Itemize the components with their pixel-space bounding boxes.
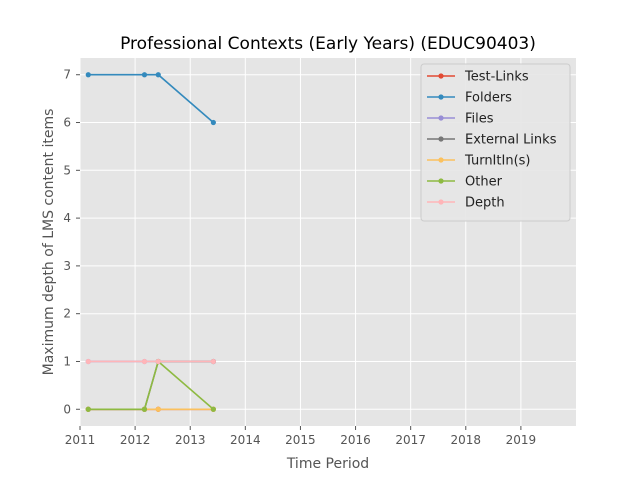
series-lines: [85, 72, 216, 412]
legend-entry: Test-Links: [427, 70, 529, 85]
y-tick-label: 2: [63, 307, 71, 321]
y-tick-label: 6: [63, 116, 71, 130]
data-point: [85, 406, 91, 412]
x-tick-label: 2012: [120, 433, 151, 447]
legend-entry: Files: [427, 112, 494, 127]
legend-swatch-marker: [438, 136, 444, 142]
x-tick-label: 2011: [65, 433, 96, 447]
legend-label: TurnItIn(s): [464, 154, 530, 169]
x-tick-label: 2013: [175, 433, 206, 447]
legend-swatch-marker: [438, 157, 444, 163]
legend-box: [420, 63, 571, 222]
data-point: [85, 72, 91, 78]
x-tick-label: 2014: [230, 433, 261, 447]
x-tick-label: 2019: [506, 433, 537, 447]
legend-entry: Other: [427, 175, 503, 190]
y-tick-label: 5: [63, 163, 71, 177]
legend-entry: Folders: [427, 91, 512, 106]
data-point: [141, 358, 148, 365]
chart-title: Professional Contexts (Early Years) (EDU…: [120, 34, 536, 54]
y-axis-label: Maximum depth of LMS content items: [41, 109, 57, 376]
data-point: [155, 72, 161, 78]
x-tick-label: 2017: [395, 433, 426, 447]
legend: Test-Links Folders Files External Links Turn…: [420, 63, 571, 222]
legend-swatch-marker: [438, 178, 444, 184]
data-point: [210, 119, 216, 126]
x-tick-label: 2018: [451, 433, 482, 447]
axes: 2011 2012 2013 2014 2015 2016 2017 2018 2019 0 1 2 3…: [63, 68, 536, 447]
x-tick-label: 2016: [340, 433, 371, 447]
data-point: [141, 72, 148, 78]
series-depth: [85, 358, 216, 365]
legend-label: Files: [465, 112, 494, 127]
y-tick-label: 1: [63, 354, 71, 368]
legend-label: Test-Links: [464, 70, 529, 85]
legend-swatch-marker: [438, 115, 444, 121]
data-point: [210, 358, 216, 365]
data-point: [210, 406, 216, 412]
data-point: [155, 406, 161, 412]
y-tick-label: 7: [63, 68, 71, 82]
legend-swatch-marker: [438, 199, 444, 205]
y-tick-label: 4: [63, 211, 71, 225]
x-tick-label: 2015: [285, 433, 316, 447]
y-tick-label: 0: [63, 402, 71, 416]
y-tick-label: 3: [63, 259, 71, 273]
series-folders: [85, 72, 216, 126]
legend-entry: TurnItIn(s): [427, 154, 530, 169]
legend-label: Folders: [465, 91, 512, 106]
data-point: [141, 406, 148, 412]
series-line: [88, 73, 214, 124]
x-axis-label: Time Period: [286, 456, 369, 472]
data-point: [155, 358, 161, 365]
series-line: [88, 360, 214, 411]
legend-label: Other: [465, 175, 503, 190]
legend-label: External Links: [465, 133, 557, 148]
legend-swatch-marker: [438, 73, 444, 79]
legend-swatch-marker: [438, 94, 444, 100]
legend-entry: Depth: [427, 196, 505, 211]
legend-label: Depth: [465, 196, 505, 211]
legend-entry: External Links: [427, 133, 557, 148]
data-point: [85, 358, 91, 365]
